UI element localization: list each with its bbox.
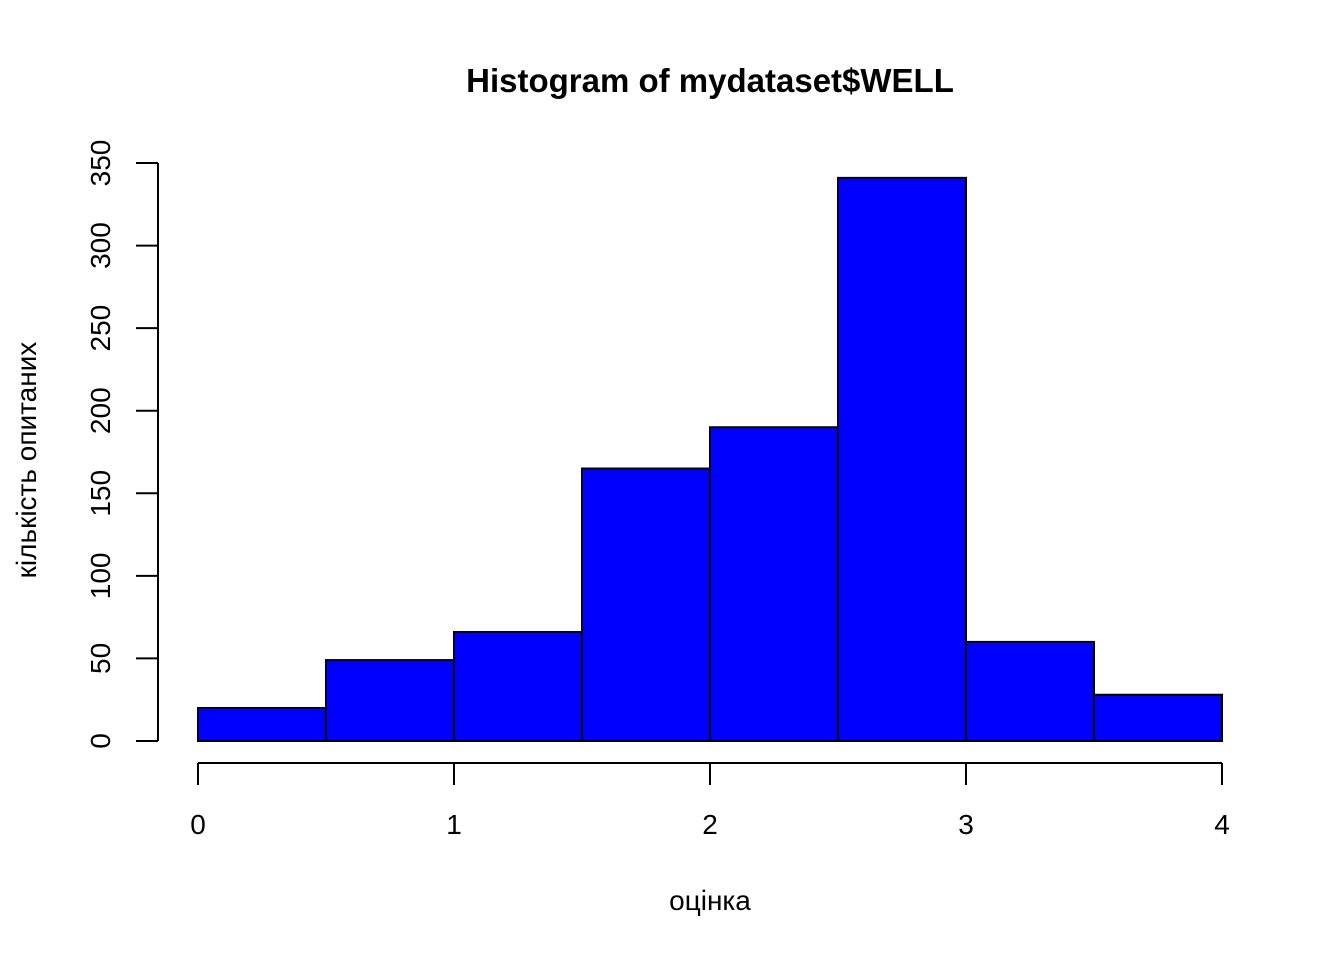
x-tick-label: 1	[446, 809, 462, 840]
histogram-bar-0	[197, 706, 327, 743]
histogram-bar-3	[581, 467, 711, 742]
x-axis: 0 1 2 3 4	[190, 762, 1230, 840]
histogram-bar-4	[709, 426, 839, 742]
x-tick-label: 3	[958, 809, 974, 840]
histogram-bar-7	[1093, 693, 1223, 743]
histogram-bar-6	[965, 640, 1095, 743]
x-axis-label: оцінка	[669, 885, 751, 916]
y-axis-label: кількість опитаних	[11, 342, 42, 579]
y-tick-label: 250	[85, 305, 116, 352]
histogram-bar-5	[837, 176, 967, 742]
x-tick-label: 4	[1214, 809, 1230, 840]
y-tick-label: 300	[85, 222, 116, 269]
y-tick-label: 50	[85, 643, 116, 674]
histogram-bar-1	[325, 659, 455, 743]
y-tick-label: 100	[85, 552, 116, 599]
chart-title: Histogram of mydataset$WELL	[466, 62, 954, 99]
y-tick-label: 350	[85, 140, 116, 187]
x-tick-label: 2	[702, 809, 718, 840]
bars-layer	[197, 176, 1223, 743]
y-axis: 0 50 100 150 200 250 300 350	[85, 140, 159, 749]
x-tick-label: 0	[190, 809, 206, 840]
histogram-bar-2	[453, 631, 583, 743]
y-tick-label: 150	[85, 470, 116, 517]
y-tick-label: 0	[85, 733, 116, 749]
y-tick-label: 200	[85, 387, 116, 434]
